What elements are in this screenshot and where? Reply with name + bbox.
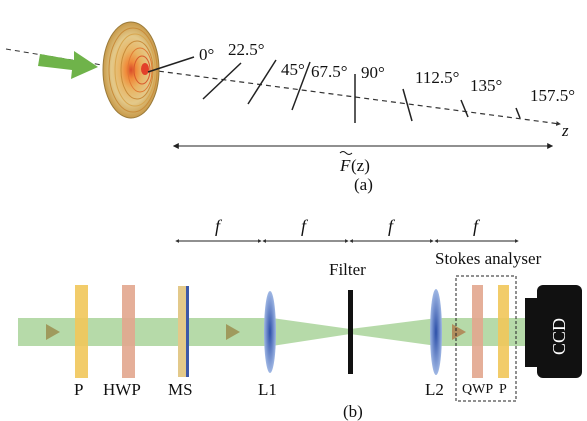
polarization-line-135 (460, 99, 469, 118)
angle-label-135: 135° (470, 76, 502, 95)
polarizer-2 (498, 285, 509, 378)
polarization-line-45 (247, 59, 277, 105)
z-axis-label: z (561, 121, 569, 140)
stokes-analyser-box (455, 275, 517, 402)
polarization-line-0 (147, 56, 195, 73)
distance-label-1: f (215, 216, 223, 236)
propagation-axis-line (149, 69, 561, 126)
caption-a: (a) (354, 175, 373, 194)
input-beam-arrow-icon (38, 51, 98, 79)
spatial-filter (348, 290, 353, 374)
panel-b: f f f f Filter Stokes analyser CCD (18, 216, 582, 421)
range-label-z: (z) (351, 156, 370, 175)
polarization-line-67-5 (291, 61, 311, 111)
lens-l1 (264, 291, 276, 373)
half-wave-plate (122, 285, 135, 378)
label-hwp: HWP (103, 380, 141, 399)
beam-direction-icon (46, 324, 60, 340)
angle-label-90: 90° (361, 63, 385, 82)
polarization-line-157-5 (515, 107, 521, 119)
filter-label: Filter (329, 260, 366, 279)
lens-l2 (430, 289, 442, 375)
laser-beam (18, 318, 540, 346)
angle-label-22-5: 22.5° (228, 40, 265, 59)
distance-label-2: f (301, 216, 309, 236)
distance-label-4: f (473, 216, 481, 236)
metasurface-plate (178, 286, 189, 377)
tilde-icon (339, 151, 353, 155)
label-p1: P (74, 380, 83, 399)
label-qwp: QWP (462, 382, 493, 397)
polarization-line-22-5 (202, 62, 242, 100)
angle-label-67-5: 67.5° (311, 62, 348, 81)
polarization-line-112-5 (402, 88, 413, 122)
stokes-analyser-label: Stokes analyser (435, 249, 542, 268)
metasurface-disc-icon (102, 21, 160, 119)
angle-label-45: 45° (281, 60, 305, 79)
ccd-label: CCD (549, 318, 569, 355)
caption-b: (b) (343, 402, 363, 421)
label-l2: L2 (425, 380, 444, 399)
label-l1: L1 (258, 380, 277, 399)
angle-label-112-5: 112.5° (415, 68, 459, 87)
label-ms: MS (168, 380, 193, 399)
quarter-wave-plate (472, 285, 483, 378)
distance-label-3: f (388, 216, 396, 236)
range-label-fz: F (z) (339, 151, 370, 175)
beam-direction-icon (226, 324, 240, 340)
range-label-f: F (339, 156, 351, 175)
polarizer-1 (75, 285, 88, 378)
panel-a: 0° 22.5° 45° 67.5° 90° 112.5° 135° 157.5… (5, 21, 575, 194)
angle-label-0: 0° (199, 45, 214, 64)
ccd-camera-icon (525, 285, 582, 378)
angle-label-157-5: 157.5° (530, 86, 575, 105)
label-p2: P (499, 382, 507, 397)
